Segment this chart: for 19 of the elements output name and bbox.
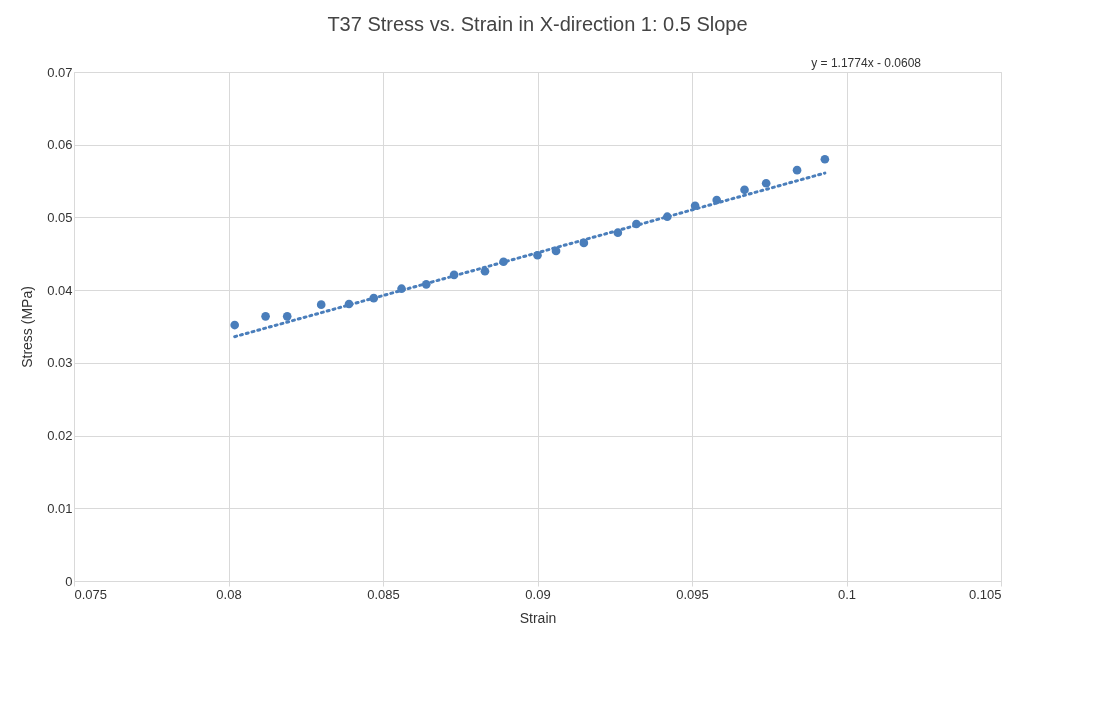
text: y = 1.1774x - 0.0608 [811, 56, 922, 70]
x-tick-label: 0.08 [216, 586, 242, 602]
x-tick-label: 0.095 [676, 586, 709, 602]
x-tick-label: 0.105 [968, 586, 1002, 602]
y-tick-label: 0.02 [47, 428, 73, 444]
chart-title: T37 Stress vs. Strain in X-direction 1: 0.5 Slope [327, 13, 748, 35]
y-tick-label: 0.04 [47, 282, 73, 298]
y-tick-label: 0 [65, 573, 73, 589]
y-tick-label: 0.06 [47, 137, 73, 153]
x-tick-label: 0.085 [367, 586, 400, 602]
x-tick-label: 0.075 [74, 586, 108, 602]
y-tick-label: 0.03 [47, 355, 73, 371]
y-tick-label: 0.07 [47, 64, 73, 80]
x-tick-label: 0.1 [837, 586, 857, 602]
x-tick-label: 0.09 [525, 586, 551, 602]
y-tick-label: 0.01 [47, 500, 73, 516]
y-tick-label: 0.05 [47, 209, 73, 225]
x-axis-title: Strain [519, 609, 557, 626]
y-axis-title: Stress (MPa) [19, 286, 36, 368]
